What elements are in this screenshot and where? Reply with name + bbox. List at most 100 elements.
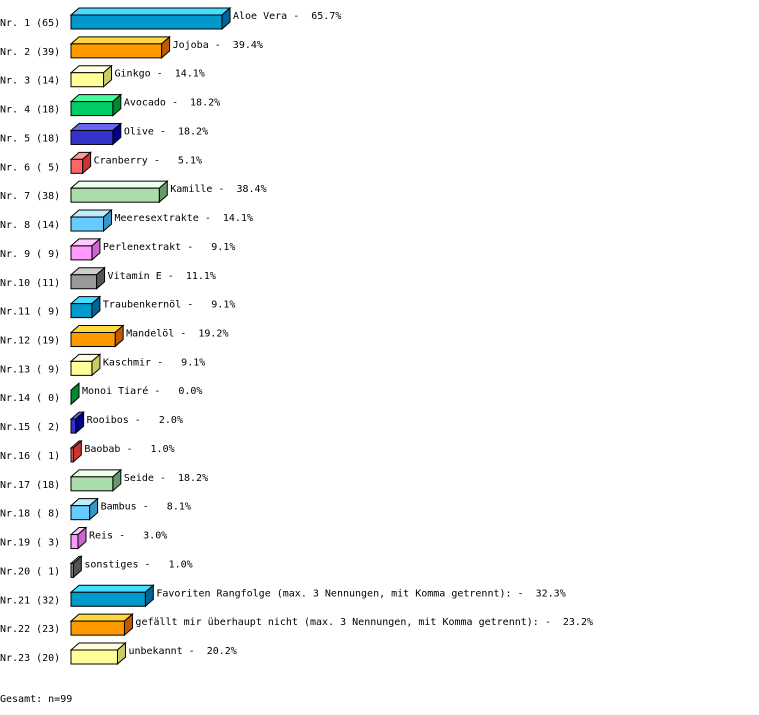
bar-top (69, 180, 169, 189)
bar-top (69, 584, 155, 593)
data-label: Vitamin E - 11.1% (108, 271, 216, 282)
data-label: Reis - 3.0% (89, 531, 167, 542)
rank-label: Nr. 9 ( 9) (0, 249, 60, 260)
bar (70, 332, 116, 347)
data-label: Avocado - 18.2% (124, 98, 220, 109)
data-label: Olive - 18.2% (124, 126, 208, 137)
bar-row: Nr.20 ( 1) sonstiges - 1.0% (0, 555, 193, 579)
bar-row: Nr. 2 (39) Jojoba - 39.4% (0, 35, 263, 59)
bar-row: Nr. 3 (14) Ginkgo - 14.1% (0, 64, 205, 88)
rank-label: Nr.13 ( 9) (0, 364, 60, 375)
bar-row: Nr. 9 ( 9) Perlenextrakt - 9.1% (0, 237, 235, 262)
rank-label: Nr.20 ( 1) (0, 566, 60, 577)
rank-label: Nr.12 (19) (0, 336, 60, 347)
bar (70, 14, 223, 30)
bar-row: Nr.22 (23) gefällt mir überhaupt nicht (m… (0, 613, 593, 637)
data-label: Seide - 18.2% (124, 473, 208, 484)
bar-row: Nr.14 ( 0) Monoi Tiaré - 0.0% (0, 382, 202, 406)
bar-row: Nr.21 (32) Favoriten Rangfolge (max. 3 Ne… (0, 584, 566, 608)
data-label: Monoi Tiaré - 0.0% (82, 385, 202, 397)
rank-label: Nr. 3 (14) (0, 76, 60, 87)
bar-top (69, 36, 171, 45)
rank-label: Nr.19 ( 3) (0, 538, 60, 549)
bar (70, 43, 163, 59)
bar (70, 562, 74, 578)
bar (70, 216, 105, 232)
bar (70, 187, 160, 203)
rank-label: Nr.16 ( 1) (0, 451, 60, 462)
data-label: Favoriten Rangfolge (max. 3 Nennungen, m… (156, 588, 565, 599)
bar (70, 591, 146, 607)
bar (70, 158, 84, 174)
bar-top (69, 7, 232, 16)
bar (70, 72, 105, 88)
bar (70, 476, 114, 492)
bar-row: Nr.18 ( 8) Bambus - 8.1% (0, 497, 191, 521)
data-label: Jojoba - 39.4% (173, 40, 263, 51)
bar (70, 360, 93, 376)
bar (70, 534, 79, 550)
rank-label: Nr.21 (32) (0, 595, 60, 606)
data-label: Kaschmir - 9.1% (103, 357, 205, 368)
data-label: Rooibos - 2.0% (87, 415, 183, 426)
rank-label: Nr.22 (23) (0, 624, 60, 635)
bar-row: Nr. 4 (18) Avocado - 18.2% (0, 93, 220, 117)
rank-label: Nr.17 (18) (0, 480, 60, 491)
data-label: Perlenextrakt - 9.1% (103, 242, 235, 253)
rank-label: Nr.15 ( 2) (0, 422, 60, 433)
bar (70, 129, 114, 145)
data-label: gefällt mir überhaupt nicht (max. 3 Nenn… (135, 617, 593, 628)
bar (70, 505, 91, 521)
bar (70, 245, 93, 261)
data-label: Ginkgo - 14.1% (115, 69, 205, 80)
bar-side (72, 439, 82, 464)
bar-row: Nr.13 ( 9) Kaschmir - 9.1% (0, 353, 205, 377)
bar-row: Nr. 6 ( 5) Cranberry - 5.1% (0, 151, 202, 175)
bar-side (72, 555, 82, 579)
bar-row: Nr. 5 (18) Olive - 18.2% (0, 122, 208, 146)
data-label: Traubenkernöl - 9.1% (103, 300, 235, 311)
data-label: Mandelöl - 19.2% (126, 329, 228, 340)
bar-row: Nr.19 ( 3) Reis - 3.0% (0, 526, 167, 550)
total-label: Gesamt: n=99 (0, 694, 72, 705)
rank-label: Nr.10 (11) (0, 278, 60, 289)
bar (70, 303, 93, 319)
bar-row: Nr. 1 (65) Aloe Vera - 65.7% (0, 6, 341, 31)
bar (70, 274, 98, 290)
data-label: Kamille - 38.4% (170, 184, 266, 195)
bar-row: Nr.15 ( 2) Rooibos - 2.0% (0, 410, 183, 435)
bar (70, 649, 118, 665)
rank-label: Nr.14 ( 0) (0, 393, 60, 404)
rank-label: Nr. 5 (18) (0, 133, 60, 144)
data-label: Baobab - 1.0% (84, 444, 174, 455)
rank-label: Nr. 4 (18) (0, 105, 60, 116)
bar-row: Nr. 8 (14) Meeresextrakte - 14.1% (0, 208, 253, 233)
bar-row: Nr. 7 (38) Kamille - 38.4% (0, 180, 267, 204)
bar-top (69, 613, 134, 622)
rank-label: Nr. 7 (38) (0, 191, 60, 202)
bar (70, 447, 74, 463)
bar-side (70, 382, 80, 406)
data-label: sonstiges - 1.0% (84, 559, 192, 570)
bars-group: Nr. 1 (65) Aloe Vera - 65.7% Nr. 2 (39) Joj… (0, 6, 593, 666)
bar-row: Nr.23 (20) unbekannt - 20.2% (0, 641, 237, 666)
data-label: unbekannt - 20.2% (128, 646, 236, 657)
rank-label: Nr. 6 ( 5) (0, 162, 60, 173)
bar (70, 418, 77, 434)
bar-row: Nr.11 ( 9) Traubenkernöl - 9.1% (0, 295, 235, 319)
bar-row: Nr.16 ( 1) Baobab - 1.0% (0, 439, 175, 464)
rank-label: Nr.18 ( 8) (0, 509, 60, 520)
bar-row: Nr.10 (11) Vitamin E - 11.1% (0, 266, 216, 290)
rank-label: Nr.11 ( 9) (0, 307, 60, 318)
rank-label: Nr.23 (20) (0, 653, 60, 664)
bar-top (69, 325, 125, 333)
data-label: Aloe Vera - 65.7% (233, 11, 341, 22)
bar-row: Nr.17 (18) Seide - 18.2% (0, 468, 208, 492)
data-label: Bambus - 8.1% (101, 502, 191, 513)
data-label: Cranberry - 5.1% (94, 155, 202, 166)
bar (70, 620, 125, 636)
rank-label: Nr. 8 (14) (0, 220, 60, 231)
rank-label: Nr. 2 (39) (0, 47, 60, 58)
bar (70, 101, 114, 117)
